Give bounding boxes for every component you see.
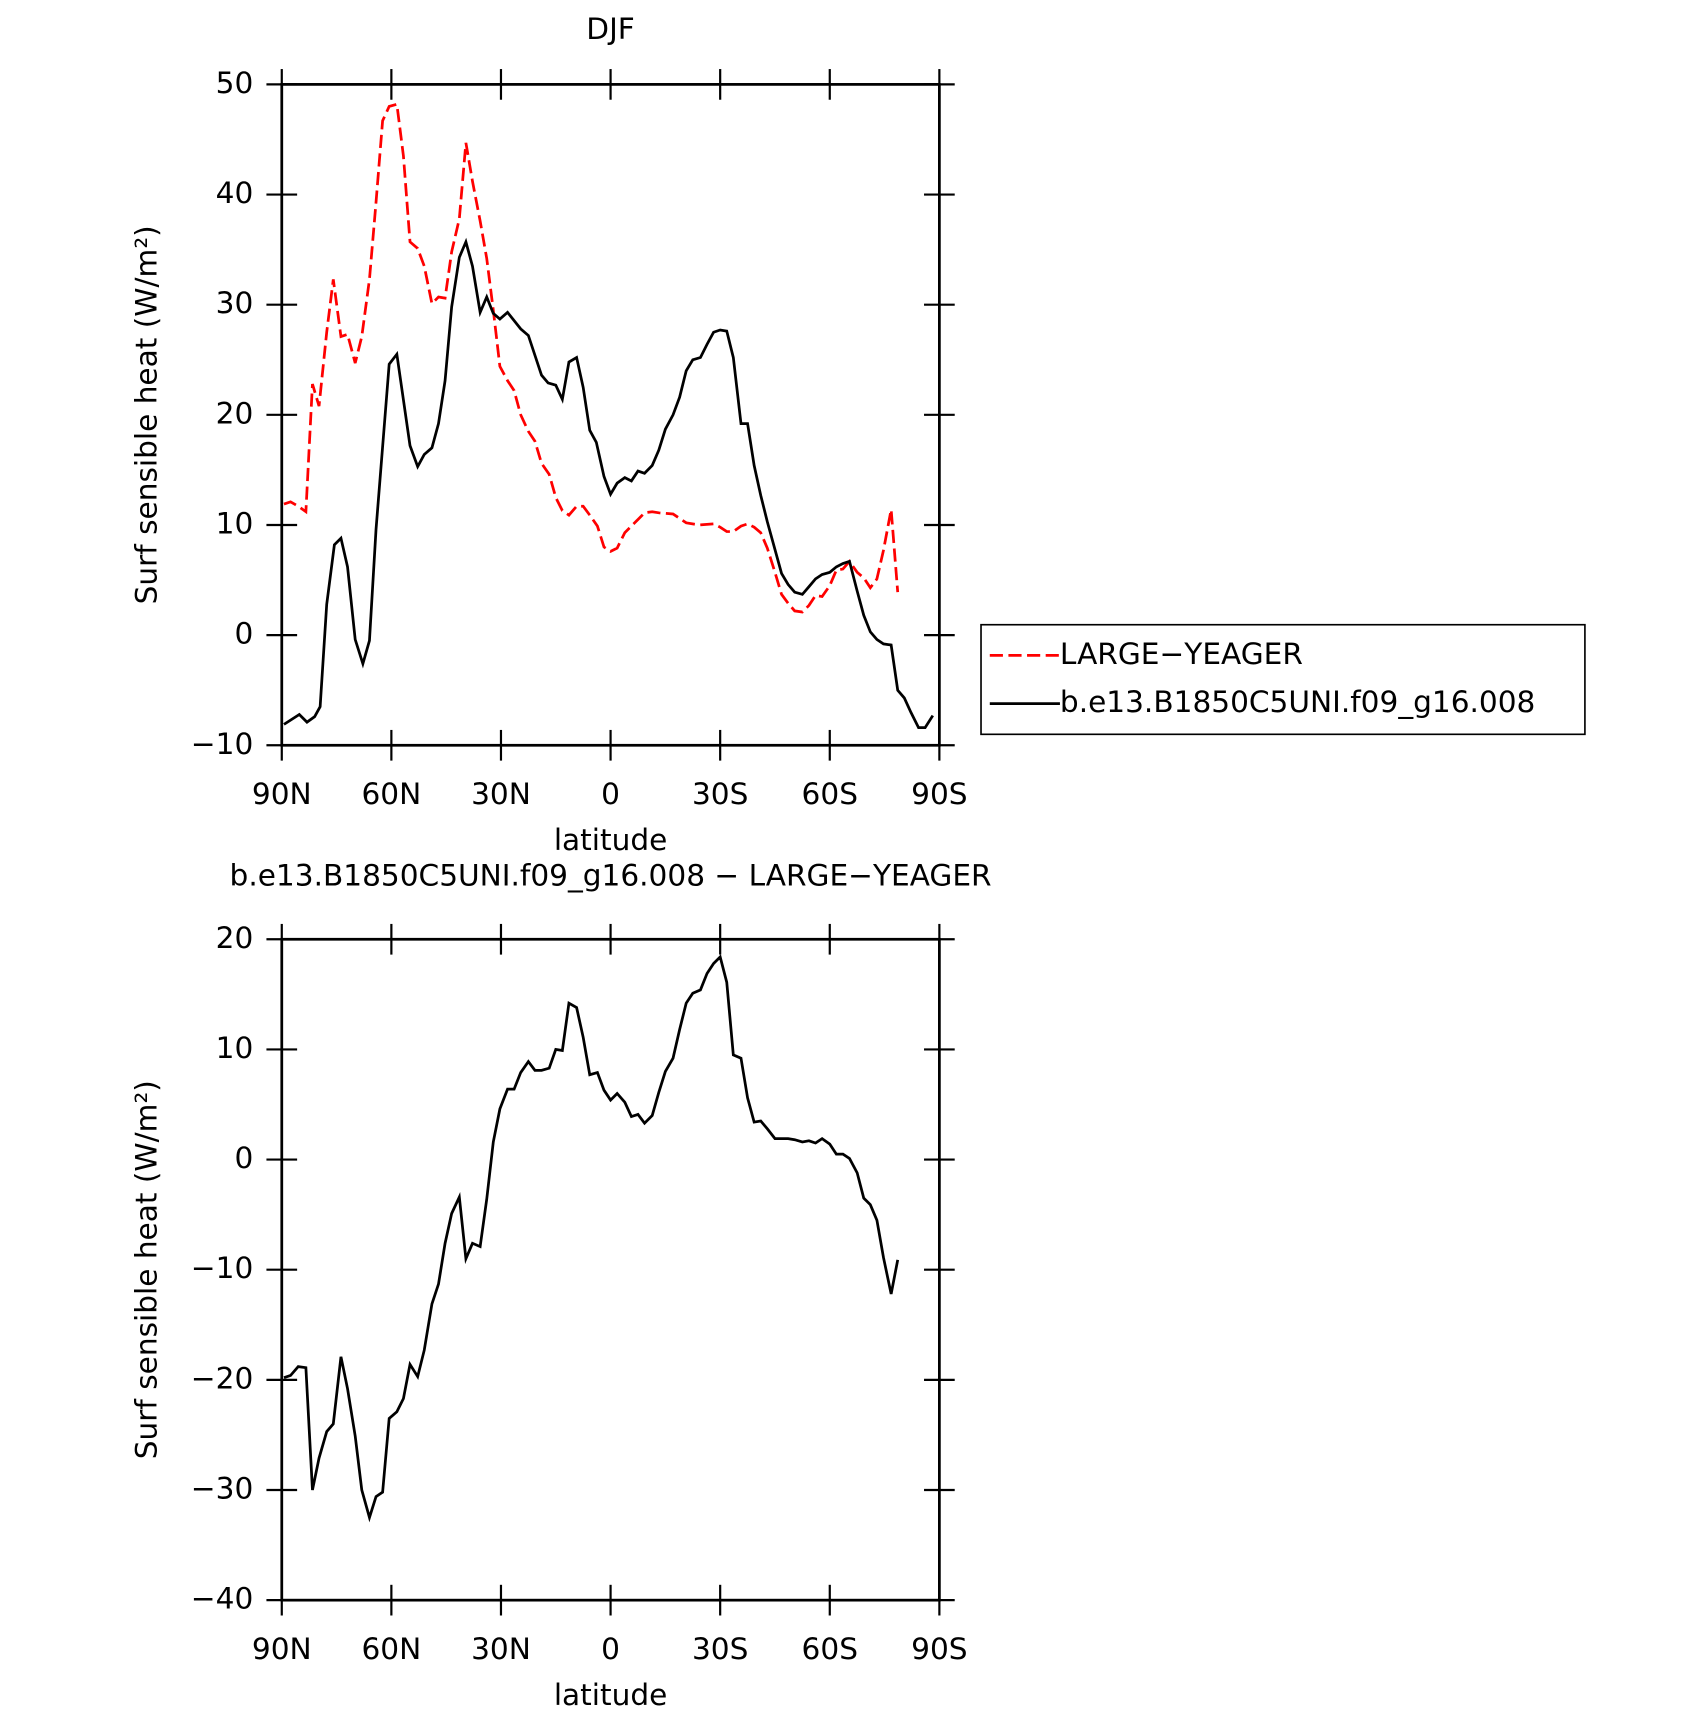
- x-tick-label: 90N: [252, 1632, 312, 1666]
- x-tick-label: 30S: [692, 1632, 748, 1666]
- y-tick-label: 0: [234, 617, 253, 651]
- x-tick-label: 30N: [471, 1632, 531, 1666]
- x-tick-label: 0: [601, 777, 620, 811]
- plot: b.e13.B1850C5UNI.f09_g16.008 − LARGE−YEA…: [130, 858, 992, 1712]
- plot-frame: [280, 83, 941, 747]
- y-tick-label: −10: [191, 727, 253, 761]
- y-tick-label: 20: [216, 396, 254, 430]
- y-tick-label: −30: [191, 1472, 253, 1506]
- y-tick-label: −40: [191, 1582, 253, 1616]
- y-tick-label: 10: [216, 1031, 254, 1065]
- data-line: [283, 954, 900, 1523]
- data-line: [283, 102, 900, 614]
- x-tick-label: 0: [601, 1632, 620, 1666]
- x-axis-label: latitude: [554, 823, 667, 857]
- y-tick-label: 50: [216, 66, 254, 100]
- x-tick-label: 90S: [911, 1632, 967, 1666]
- y-tick-label: 10: [216, 506, 254, 540]
- chart-title: DJF: [586, 12, 635, 46]
- legend-label: LARGE−YEAGER: [1060, 637, 1303, 671]
- plot-frame: [280, 937, 941, 1602]
- data-line: [283, 237, 934, 730]
- x-tick-label: 60S: [802, 1632, 858, 1666]
- y-tick-label: 40: [216, 176, 254, 210]
- legend-label: b.e13.B1850C5UNI.f09_g16.008: [1060, 685, 1535, 719]
- x-tick-label: 60N: [361, 1632, 421, 1666]
- x-tick-label: 30N: [471, 777, 531, 811]
- y-tick-label: −20: [191, 1361, 253, 1395]
- x-tick-label: 60S: [802, 777, 858, 811]
- x-tick-label: 30S: [692, 777, 748, 811]
- x-tick-label: 90S: [911, 777, 967, 811]
- y-tick-label: 20: [216, 921, 254, 955]
- x-tick-label: 90N: [252, 777, 312, 811]
- chart-title: b.e13.B1850C5UNI.f09_g16.008 − LARGE−YEA…: [230, 858, 992, 892]
- legend-box: [980, 623, 1586, 736]
- y-tick-label: 0: [234, 1141, 253, 1175]
- x-tick-label: 60N: [361, 777, 421, 811]
- y-axis-label: Surf sensible heat (W/m²): [130, 225, 164, 604]
- x-axis-label: latitude: [554, 1678, 667, 1712]
- legend: LARGE−YEAGER b.e13.B1850C5UNI.f09_g16.008: [980, 623, 1586, 736]
- y-axis-label: Surf sensible heat (W/m²): [130, 1080, 164, 1459]
- plot: DJF Surf sensible heat (W/m²) latitude 50 40…: [130, 12, 968, 857]
- y-tick-label: −10: [191, 1251, 253, 1285]
- y-tick-label: 30: [216, 286, 254, 320]
